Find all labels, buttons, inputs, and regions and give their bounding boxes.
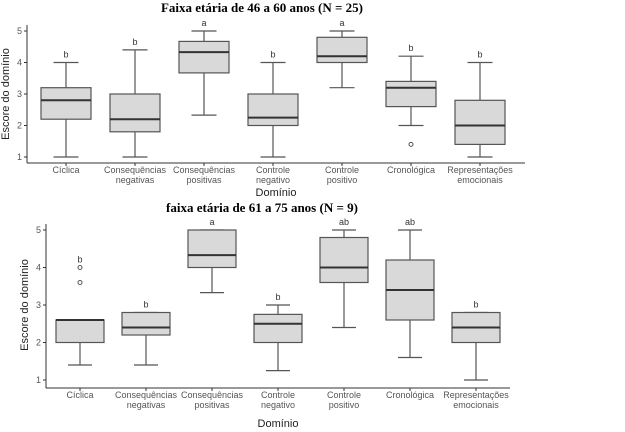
- significance-letter: b: [77, 255, 82, 265]
- x-tick-label: Controle: [325, 165, 359, 175]
- significance-letter: ab: [405, 217, 415, 227]
- x-tick-label: Cíclica: [66, 390, 93, 400]
- box-iqr: [178, 40, 230, 74]
- significance-letter: a: [209, 217, 214, 227]
- box-iqr: [319, 236, 369, 284]
- x-tick-label: positivo: [327, 175, 358, 185]
- y-tick-label: 4: [36, 263, 41, 273]
- x-tick-label: Consequências: [181, 390, 244, 400]
- significance-letter: b: [473, 300, 478, 310]
- y-tick-label: 2: [36, 338, 41, 348]
- x-tick-label: emocionais: [453, 400, 499, 410]
- box-6: b Cronológica: [385, 43, 437, 175]
- significance-letter: b: [132, 37, 137, 47]
- box-iqr: [454, 99, 506, 146]
- significance-letter: b: [275, 292, 280, 302]
- x-tick-label: Cronológica: [386, 390, 434, 400]
- x-tick-label: positivo: [329, 400, 360, 410]
- y-tick-label: 5: [36, 225, 41, 235]
- y-axis-label: Escore do domínio: [0, 48, 12, 140]
- significance-letter: b: [63, 50, 68, 60]
- box-iqr: [187, 229, 237, 269]
- outlier-point: [77, 265, 83, 270]
- significance-letter: b: [143, 300, 148, 310]
- box-iqr: [247, 93, 299, 127]
- box-iqr: [55, 319, 105, 344]
- significance-letter: b: [408, 43, 413, 53]
- significance-letter: a: [339, 18, 344, 28]
- box-6: ab Cronológica: [385, 217, 435, 400]
- x-tick-label: Cronológica: [387, 165, 435, 175]
- y-tick-label: 4: [17, 58, 22, 68]
- x-tick-label: negativo: [256, 175, 290, 185]
- x-tick-label: Controle: [256, 165, 290, 175]
- outlier-point: [408, 141, 414, 147]
- significance-letter: a: [201, 18, 206, 28]
- x-tick-label: emocionais: [457, 175, 503, 185]
- box-iqr: [121, 311, 171, 336]
- y-tick-label: 3: [17, 89, 22, 99]
- x-tick-label: Consequências: [104, 165, 167, 175]
- y-tick-label: 3: [36, 300, 41, 310]
- x-tick-label: Cíclica: [52, 165, 79, 175]
- x-tick-label: Representações: [447, 165, 513, 175]
- panel-1: Faixa etária de 46 a 60 anos (N = 25) 1 2 3…: [0, 0, 525, 199]
- x-tick-label: positivas: [186, 175, 222, 185]
- x-axis-label: Domínio: [256, 187, 297, 199]
- y-axis-label: Escore do domínio: [19, 259, 31, 351]
- x-tick-label: negativo: [261, 400, 295, 410]
- y-tick-label: 1: [17, 152, 22, 162]
- x-axis-label: Domínio: [258, 418, 299, 430]
- chart-title: Faixa etária de 46 a 60 anos (N = 25): [161, 0, 363, 15]
- box-iqr: [385, 80, 437, 108]
- box-iqr: [40, 87, 92, 120]
- box-iqr: [253, 313, 303, 344]
- x-tick-label: Representações: [443, 390, 509, 400]
- x-tick-label: Controle: [261, 390, 295, 400]
- chart-title: faixa etária de 61 a 75 anos (N = 9): [166, 200, 358, 215]
- y-tick-label: 5: [17, 26, 22, 36]
- box-1: b Cíclica: [40, 50, 92, 175]
- x-tick-label: Controle: [327, 390, 361, 400]
- y-tick-label: 2: [17, 121, 22, 131]
- panel-2: faixa etária de 61 a 75 anos (N = 9) 1 2 3 4…: [19, 200, 510, 430]
- x-tick-label: positivas: [194, 400, 230, 410]
- significance-letter: b: [477, 50, 482, 60]
- y-tick-label: 1: [36, 375, 41, 385]
- outlier-point: [77, 280, 83, 285]
- box-iqr: [109, 93, 161, 133]
- x-tick-label: negativas: [127, 400, 166, 410]
- significance-letter: ab: [339, 217, 349, 227]
- box-1: b Cíclica: [55, 255, 105, 400]
- x-tick-label: Consequências: [115, 390, 178, 400]
- box-iqr: [316, 36, 368, 64]
- x-tick-label: negativas: [116, 175, 155, 185]
- significance-letter: b: [270, 50, 275, 60]
- x-tick-label: Consequências: [173, 165, 236, 175]
